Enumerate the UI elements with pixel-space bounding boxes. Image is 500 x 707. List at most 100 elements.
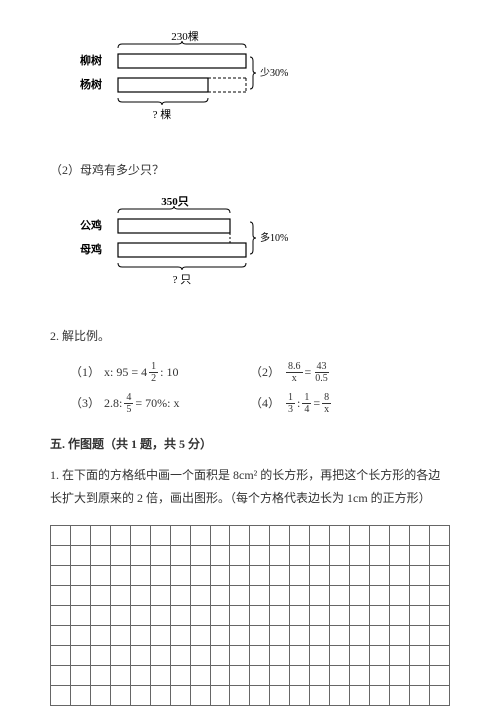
grid-cell — [190, 665, 210, 685]
grid-cell — [130, 685, 150, 705]
grid-cell — [310, 525, 330, 545]
grid-cell — [389, 585, 409, 605]
grid-cell — [210, 525, 230, 545]
chicken-diagram: 350只 公鸡 母鸡 多10% ? 只 — [70, 195, 450, 296]
eq1-frac-d: 2 — [149, 373, 158, 384]
grid-cell — [150, 605, 170, 625]
grid-cell — [409, 665, 429, 685]
grid-cell — [429, 645, 449, 665]
equation-3: （3） 2.8: 4 5 = 70%: x — [70, 392, 250, 415]
grid-cell — [330, 545, 350, 565]
grid-cell — [110, 525, 130, 545]
grid-cell — [350, 525, 370, 545]
grid-cell — [290, 585, 310, 605]
grid-cell — [370, 605, 390, 625]
grid-cell — [250, 685, 270, 705]
grid-cell — [429, 525, 449, 545]
grid-cell — [70, 685, 90, 705]
equation-row-1: （1） x: 95 = 4 1 2 : 10 （2） 8.6 x = 43 0.… — [70, 361, 450, 384]
d1-top-brace — [118, 41, 246, 48]
grid-cell — [190, 645, 210, 665]
grid-cell — [90, 585, 110, 605]
grid-cell — [90, 565, 110, 585]
grid-cell — [51, 625, 71, 645]
d2-top-brace — [118, 206, 230, 213]
grid-cell — [90, 645, 110, 665]
grid-cell — [170, 525, 190, 545]
grid-cell — [90, 525, 110, 545]
grid-cell — [90, 665, 110, 685]
grid-cell — [350, 665, 370, 685]
grid-cell — [270, 585, 290, 605]
tree-diagram: 230棵 柳树 杨树 少30% ? 棵 — [70, 30, 450, 131]
grid-cell — [70, 605, 90, 625]
grid-cell — [350, 685, 370, 705]
grid-cell — [370, 525, 390, 545]
d2-label2: 母鸡 — [80, 242, 102, 256]
grid-cell — [330, 565, 350, 585]
grid-cell — [130, 645, 150, 665]
grid-cell — [330, 525, 350, 545]
d2-side-label: 多10% — [260, 231, 288, 244]
grid-cell — [51, 585, 71, 605]
grid-cell — [90, 545, 110, 565]
grid-cell — [429, 625, 449, 645]
eq1-mixed: 1 2 — [147, 361, 160, 384]
grid-cell — [350, 585, 370, 605]
grid-cell — [90, 685, 110, 705]
grid-cell — [110, 605, 130, 625]
grid-cell — [150, 585, 170, 605]
grid-cell — [150, 625, 170, 645]
eq2-frac1: 8.6 x — [286, 361, 303, 384]
grid-cell — [110, 585, 130, 605]
grid-cell — [210, 645, 230, 665]
grid-cell — [389, 605, 409, 625]
grid-cell — [170, 565, 190, 585]
section5-para: 1. 在下面的方格纸中画一个面积是 8cm² 的长方形，再把这个长方形的各边长扩… — [50, 464, 450, 510]
eq4-frac3: 8 x — [322, 392, 331, 415]
grid-cell — [310, 625, 330, 645]
grid-cell — [290, 605, 310, 625]
grid-cell — [70, 625, 90, 645]
grid-cell — [130, 625, 150, 645]
grid-cell — [330, 685, 350, 705]
grid-cell — [190, 545, 210, 565]
eq4-f1d: 3 — [286, 404, 295, 415]
d2-top-value: 350只 — [161, 195, 189, 208]
eq1-pre: x: 95 = 4 — [104, 363, 147, 382]
grid-cell — [389, 525, 409, 545]
eq4-f3n: 8 — [322, 392, 331, 404]
grid-cell — [170, 545, 190, 565]
grid-cell — [210, 565, 230, 585]
grid-cell — [389, 545, 409, 565]
tree-diagram-svg: 230棵 柳树 杨树 少30% ? 棵 — [70, 30, 300, 125]
eq1-frac: 1 2 — [149, 361, 158, 384]
grid-cell — [429, 585, 449, 605]
eq3-f1n: 4 — [124, 392, 133, 404]
d2-bottom-brace — [118, 263, 246, 270]
grid-cell — [190, 605, 210, 625]
grid-cell — [190, 585, 210, 605]
equation-1: （1） x: 95 = 4 1 2 : 10 — [70, 361, 250, 384]
equation-2: （2） 8.6 x = 43 0.5 — [250, 361, 430, 384]
grid-cell — [409, 625, 429, 645]
grid-cell — [170, 685, 190, 705]
grid-cell — [150, 565, 170, 585]
grid-cell — [350, 605, 370, 625]
grid-cell — [270, 665, 290, 685]
grid-cell — [230, 665, 250, 685]
grid-cell — [330, 665, 350, 685]
grid-cell — [330, 625, 350, 645]
eq2-frac2: 43 0.5 — [313, 361, 330, 384]
section5-heading: 五. 作图题（共 1 题，共 5 分） — [50, 435, 450, 454]
grid-cell — [409, 585, 429, 605]
eq4-colon: : — [297, 394, 300, 413]
grid-cell — [310, 645, 330, 665]
d2-side-brace — [250, 222, 256, 254]
grid-cell — [370, 565, 390, 585]
grid-cell — [330, 605, 350, 625]
grid-cell — [310, 545, 330, 565]
grid-cell — [290, 525, 310, 545]
grid-cell — [150, 545, 170, 565]
grid-cell — [290, 565, 310, 585]
